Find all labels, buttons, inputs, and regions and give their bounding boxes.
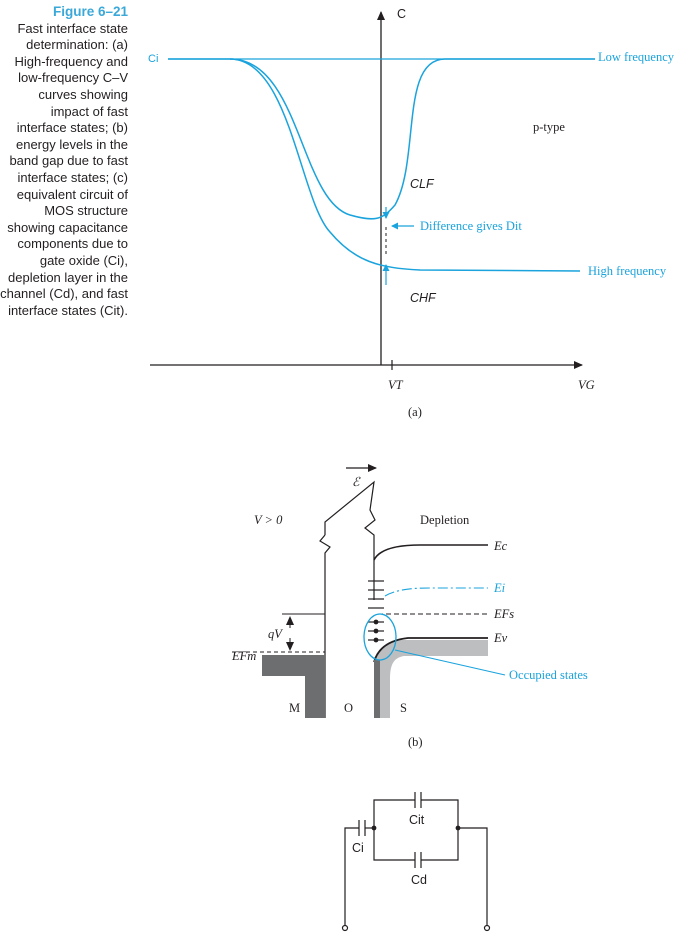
oxide-left-wall — [319, 534, 331, 718]
valence-shading — [374, 640, 488, 718]
figure-caption: Figure 6–21 Fast interface state determi… — [0, 4, 128, 319]
ei-level — [384, 587, 488, 597]
figure-description: Fast interface state determination: (a) … — [0, 20, 128, 318]
low-frequency-curve — [168, 58, 595, 220]
figure-title: Figure 6–21 — [52, 4, 128, 19]
high-frequency-label: High frequency — [588, 264, 667, 278]
right-terminal — [483, 924, 491, 932]
high-frequency-curve — [229, 58, 581, 272]
ec-band — [373, 544, 488, 561]
occupied-state-dots — [373, 619, 379, 643]
vt-label: VT — [388, 378, 404, 392]
panel-a-cv-curves: C Ci Low frequency High frequency p-type… — [148, 7, 675, 419]
right-loop-wire — [421, 799, 459, 861]
semiconductor-label: S — [400, 701, 407, 715]
oxide-barrier — [324, 480, 376, 600]
metal-block — [262, 655, 325, 718]
ec-label: Ec — [493, 539, 508, 553]
field-label: ℰ — [352, 475, 361, 489]
p-type-label: p-type — [533, 120, 565, 134]
ci-label: Ci — [148, 53, 158, 65]
depletion-label: Depletion — [420, 513, 470, 527]
panel-b-tag: (b) — [408, 735, 423, 749]
low-frequency-label: Low frequency — [598, 50, 675, 64]
left-terminal — [341, 924, 349, 932]
cit-left-wire — [373, 799, 415, 828]
efm-label: EFm — [231, 649, 256, 663]
metal-label: M — [289, 701, 300, 715]
panel-a-tag: (a) — [408, 405, 422, 419]
panel-b-band-diagram: ℰ EFm qV V > 0 Depletion Ec Ei EFs Ev — [231, 464, 588, 749]
vg-label: VG — [578, 378, 595, 392]
cd-label: Cd — [411, 873, 427, 887]
right-node — [455, 825, 461, 831]
semiconductor-edge — [374, 660, 380, 718]
c-axis-label: C — [397, 7, 406, 21]
right-wire — [458, 827, 488, 925]
left-node — [371, 825, 377, 831]
ci-circuit-label: Ci — [352, 841, 364, 855]
ei-label: Ei — [493, 581, 506, 595]
chf-label: CHF — [410, 291, 437, 305]
occupied-states-ellipse — [363, 613, 397, 661]
occupied-states-label: Occupied states — [509, 668, 588, 682]
ev-label: Ev — [493, 631, 508, 645]
cd-left-wire — [373, 828, 415, 861]
efs-label: EFs — [493, 607, 514, 621]
oxide-label: O — [344, 701, 353, 715]
ev-band — [373, 637, 488, 663]
cit-label: Cit — [409, 813, 425, 827]
bias-label: V > 0 — [254, 513, 283, 527]
clf-label: CLF — [410, 177, 435, 191]
qv-label: qV — [268, 627, 283, 641]
left-wire — [344, 827, 359, 925]
occupied-states-leader — [394, 649, 506, 676]
difference-label: Difference gives Dit — [420, 219, 522, 233]
